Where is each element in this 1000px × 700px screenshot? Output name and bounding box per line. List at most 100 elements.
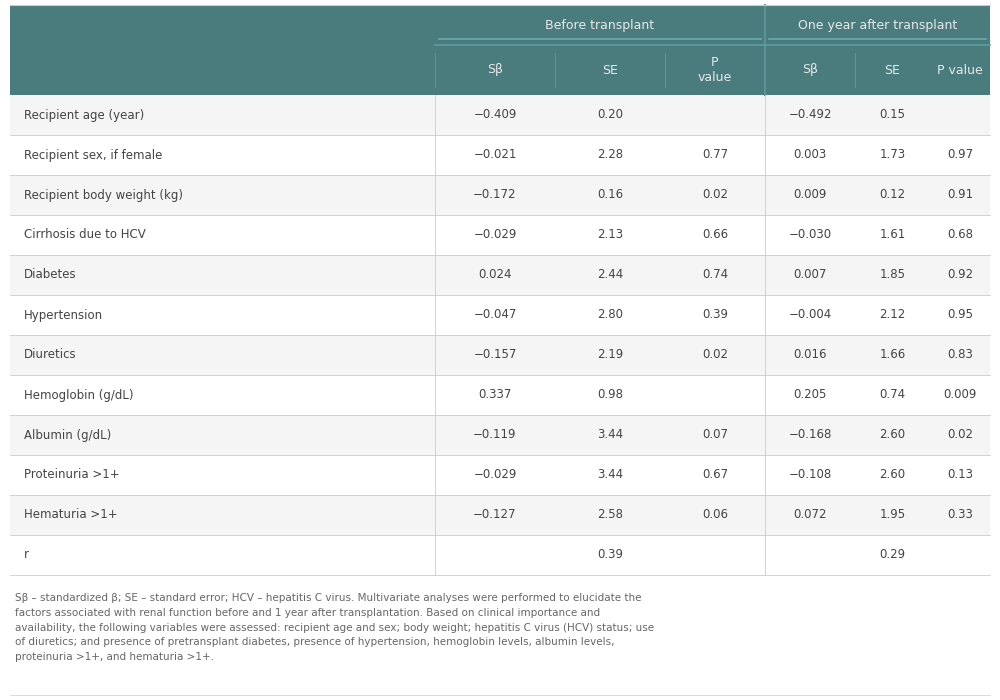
Text: 0.97: 0.97	[947, 148, 973, 162]
Text: 0.91: 0.91	[947, 188, 973, 202]
Text: 0.16: 0.16	[597, 188, 623, 202]
Text: 0.06: 0.06	[702, 508, 728, 522]
Text: −0.409: −0.409	[473, 108, 517, 122]
Text: 2.60: 2.60	[879, 468, 906, 482]
Text: 1.66: 1.66	[879, 349, 906, 361]
Text: P
value: P value	[698, 56, 732, 84]
Bar	[10, 295, 990, 335]
Text: 1.73: 1.73	[879, 148, 906, 162]
Text: −0.030: −0.030	[788, 228, 832, 242]
Text: 0.66: 0.66	[702, 228, 728, 242]
Bar	[10, 45, 990, 95]
Text: 0.02: 0.02	[702, 349, 728, 361]
Text: 0.024: 0.024	[478, 269, 512, 281]
Text: −0.029: −0.029	[473, 468, 517, 482]
Text: 0.68: 0.68	[947, 228, 973, 242]
Text: 2.13: 2.13	[597, 228, 623, 242]
Text: SE: SE	[885, 64, 900, 76]
Text: 2.44: 2.44	[597, 269, 623, 281]
Text: Hypertension: Hypertension	[24, 309, 103, 321]
Text: −0.004: −0.004	[788, 309, 832, 321]
Text: Hemoglobin (g/dL): Hemoglobin (g/dL)	[24, 389, 134, 402]
Text: 0.02: 0.02	[702, 188, 728, 202]
Text: Sβ: Sβ	[802, 64, 818, 76]
Text: 0.07: 0.07	[702, 428, 728, 442]
Text: 2.12: 2.12	[879, 309, 906, 321]
Text: 0.15: 0.15	[880, 108, 906, 122]
Text: 0.95: 0.95	[947, 309, 973, 321]
Text: 0.12: 0.12	[879, 188, 906, 202]
Text: 3.44: 3.44	[597, 468, 623, 482]
Text: −0.172: −0.172	[473, 188, 517, 202]
Text: Albumin (g/dL): Albumin (g/dL)	[24, 428, 111, 442]
Text: 2.60: 2.60	[879, 428, 906, 442]
Text: 0.83: 0.83	[947, 349, 973, 361]
Text: 0.13: 0.13	[947, 468, 973, 482]
Text: 0.67: 0.67	[702, 468, 728, 482]
Text: 2.58: 2.58	[597, 508, 623, 522]
Text: 0.02: 0.02	[947, 428, 973, 442]
Text: 0.33: 0.33	[947, 508, 973, 522]
Text: 3.44: 3.44	[597, 428, 623, 442]
Text: −0.492: −0.492	[788, 108, 832, 122]
Bar	[10, 95, 990, 135]
Text: Cirrhosis due to HCV: Cirrhosis due to HCV	[24, 228, 146, 242]
Text: 0.072: 0.072	[793, 508, 827, 522]
Bar	[10, 495, 990, 535]
Text: 1.61: 1.61	[879, 228, 906, 242]
Text: 2.19: 2.19	[597, 349, 623, 361]
Text: 0.74: 0.74	[879, 389, 906, 402]
Text: SE: SE	[602, 64, 618, 76]
Text: 0.337: 0.337	[478, 389, 512, 402]
Text: 0.016: 0.016	[793, 349, 827, 361]
Text: −0.168: −0.168	[788, 428, 832, 442]
Bar	[10, 335, 990, 375]
Text: Sβ: Sβ	[487, 64, 503, 76]
Text: −0.108: −0.108	[788, 468, 832, 482]
Text: P value: P value	[937, 64, 983, 76]
Text: Recipient sex, if female: Recipient sex, if female	[24, 148, 162, 162]
Text: −0.119: −0.119	[473, 428, 517, 442]
Bar	[10, 535, 990, 575]
Text: 0.20: 0.20	[597, 108, 623, 122]
Text: Recipient body weight (kg): Recipient body weight (kg)	[24, 188, 183, 202]
Text: Before transplant: Before transplant	[545, 18, 655, 32]
Bar	[10, 255, 990, 295]
Bar	[10, 135, 990, 175]
Text: r: r	[24, 549, 29, 561]
Text: 0.009: 0.009	[943, 389, 977, 402]
Text: One year after transplant: One year after transplant	[798, 18, 957, 32]
Text: −0.157: −0.157	[473, 349, 517, 361]
Text: 0.205: 0.205	[793, 389, 827, 402]
Text: 0.009: 0.009	[793, 188, 827, 202]
Text: 1.85: 1.85	[880, 269, 906, 281]
Bar	[10, 5, 990, 45]
Bar	[10, 215, 990, 255]
Text: 0.98: 0.98	[597, 389, 623, 402]
Text: Sβ – standardized β; SE – standard error; HCV – hepatitis C virus. Multivariate : Sβ – standardized β; SE – standard error…	[15, 593, 654, 662]
Text: 0.92: 0.92	[947, 269, 973, 281]
Bar	[10, 455, 990, 495]
Text: −0.021: −0.021	[473, 148, 517, 162]
Text: Proteinuria >1+: Proteinuria >1+	[24, 468, 120, 482]
Text: Diabetes: Diabetes	[24, 269, 77, 281]
Text: Hematuria >1+: Hematuria >1+	[24, 508, 118, 522]
Text: Diuretics: Diuretics	[24, 349, 77, 361]
Text: 0.74: 0.74	[702, 269, 728, 281]
Text: −0.047: −0.047	[473, 309, 517, 321]
Text: 0.29: 0.29	[879, 549, 906, 561]
Text: 2.28: 2.28	[597, 148, 623, 162]
Text: 1.95: 1.95	[879, 508, 906, 522]
Text: Recipient age (year): Recipient age (year)	[24, 108, 144, 122]
Text: 2.80: 2.80	[597, 309, 623, 321]
Text: 0.77: 0.77	[702, 148, 728, 162]
Bar	[10, 375, 990, 415]
Text: 0.39: 0.39	[702, 309, 728, 321]
Bar	[10, 175, 990, 215]
Text: −0.127: −0.127	[473, 508, 517, 522]
Text: 0.003: 0.003	[793, 148, 827, 162]
Bar	[10, 415, 990, 455]
Text: 0.39: 0.39	[597, 549, 623, 561]
Text: −0.029: −0.029	[473, 228, 517, 242]
Text: 0.007: 0.007	[793, 269, 827, 281]
